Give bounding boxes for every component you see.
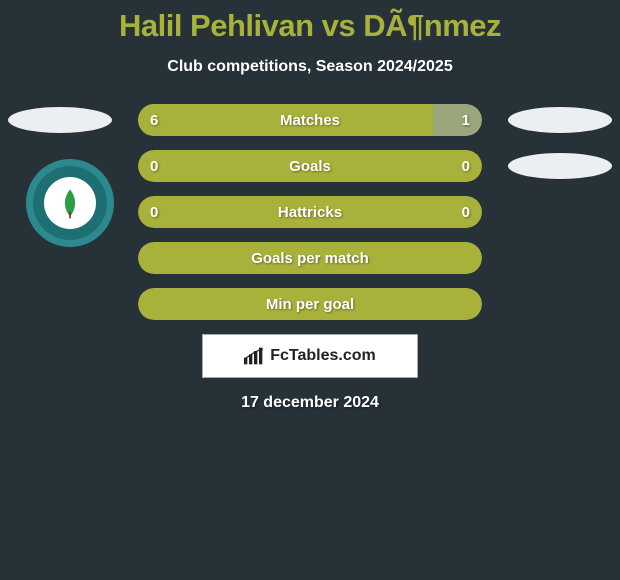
stat-bar: 00Hattricks: [138, 196, 482, 228]
stat-label: Matches: [138, 104, 482, 136]
stat-row: Goals per match: [0, 242, 620, 274]
stat-row: 61Matches: [0, 104, 620, 136]
logo-text: FcTables.com: [270, 347, 376, 365]
comparison-chart: 61Matches 00Goals 00Hattricks Goals per mat…: [0, 104, 620, 320]
stat-label: Goals: [138, 150, 482, 182]
stat-row: 00Goals: [0, 150, 620, 182]
stat-row: 00Hattricks: [0, 196, 620, 228]
bar-chart-icon: [244, 347, 264, 365]
stat-label: Min per goal: [138, 288, 482, 320]
stat-bar: Goals per match: [138, 242, 482, 274]
stat-row: Min per goal: [0, 288, 620, 320]
stat-bar: Min per goal: [138, 288, 482, 320]
source-logo: FcTables.com: [202, 334, 418, 378]
date-label: 17 december 2024: [0, 394, 620, 412]
stat-label: Hattricks: [138, 196, 482, 228]
page-title: Halil Pehlivan vs DÃ¶nmez: [0, 0, 620, 44]
stat-bar: 61Matches: [138, 104, 482, 136]
subtitle: Club competitions, Season 2024/2025: [0, 58, 620, 76]
stat-bar: 00Goals: [138, 150, 482, 182]
stat-label: Goals per match: [138, 242, 482, 274]
